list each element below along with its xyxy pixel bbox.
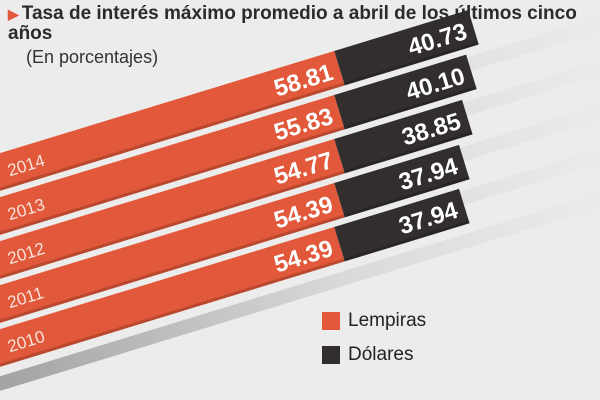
legend-item-lempiras: Lempiras <box>322 304 426 338</box>
legend-label: Lempiras <box>348 310 427 331</box>
bar-lempiras <box>0 50 345 207</box>
bar-dolares <box>334 10 479 86</box>
legend: Lempiras Dólares <box>322 304 426 372</box>
legend-swatch <box>322 346 340 364</box>
bar-lempiras <box>0 182 345 339</box>
bar-dolares <box>334 188 470 262</box>
triangle-icon: ▶ <box>8 6 19 22</box>
bar-edge <box>0 131 473 295</box>
bar-edge <box>0 176 470 339</box>
legend-label: Dólares <box>348 344 414 365</box>
legend-item-dolares: Dólares <box>322 338 426 372</box>
chart-title: ▶ Tasa de interés máximo promedio a abril… <box>8 4 600 44</box>
chart-title-text: Tasa de interés máximo promedio a abril … <box>8 3 577 44</box>
bar-dolares <box>334 144 470 218</box>
legend-swatch <box>322 312 340 330</box>
bar-edge <box>0 220 470 383</box>
bar-lempiras <box>0 226 345 383</box>
bar-edge <box>0 41 479 207</box>
bar-dolares <box>334 54 477 130</box>
bar-edge <box>0 86 477 251</box>
bar-lempiras <box>0 138 345 295</box>
bar-lempiras <box>0 94 345 251</box>
chart-subtitle: (En porcentajes) <box>26 47 159 67</box>
bar-shadow <box>0 189 600 400</box>
bar-dolares <box>334 99 473 174</box>
shadow-band <box>0 189 600 400</box>
